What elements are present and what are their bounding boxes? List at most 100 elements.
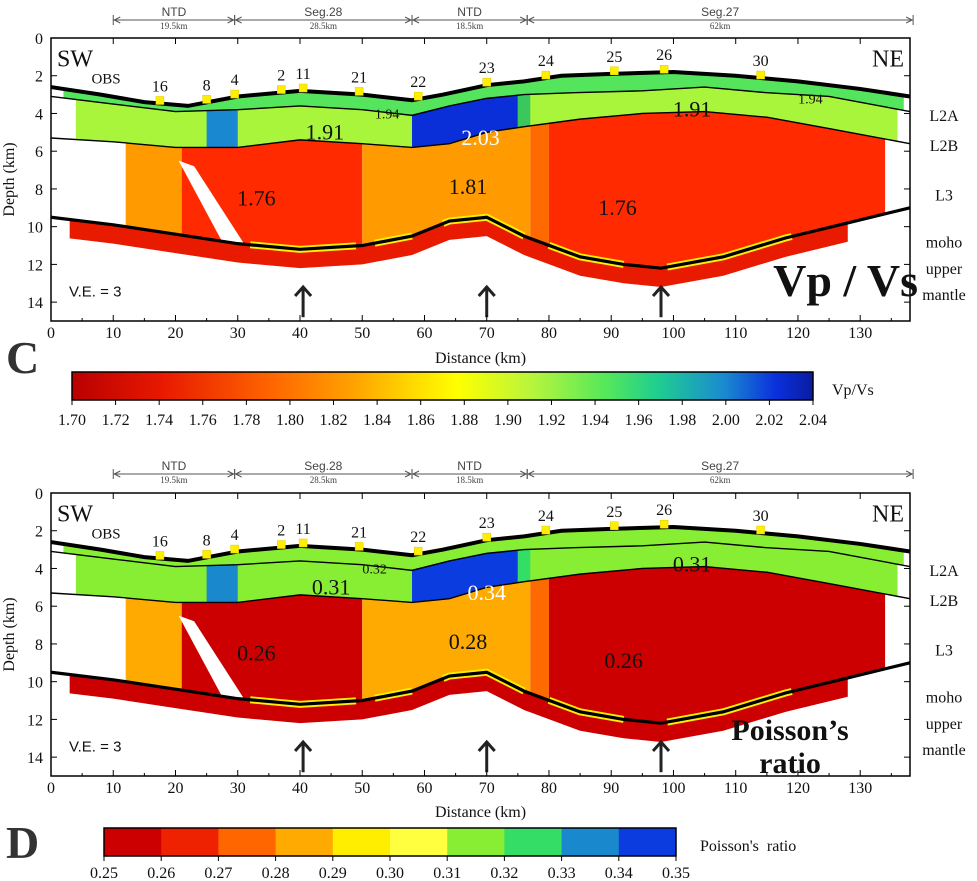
- value-label: 0.26: [237, 640, 276, 665]
- segment-arrow: [411, 470, 420, 478]
- y-tick-label: 10: [27, 675, 43, 692]
- colorbar-tick-label: 0.31: [433, 865, 461, 881]
- obs-marker: [277, 85, 286, 94]
- obs-marker: [482, 532, 491, 542]
- colorbar-tick-label: 1.94: [581, 412, 609, 429]
- segment-arrow: [905, 470, 914, 478]
- seafloor-line: [50, 69, 911, 108]
- x-tick-label: 120: [786, 325, 810, 342]
- y-tick-label: 6: [35, 599, 43, 616]
- layer-label-l3: L3: [935, 187, 953, 204]
- obs-label: 2: [277, 68, 285, 85]
- l2-blue-sw: [206, 109, 238, 148]
- segment-arrow: [411, 16, 420, 24]
- x-tick-label: 110: [724, 325, 747, 342]
- obs-marker: [155, 96, 165, 105]
- obs-marker: [202, 95, 211, 104]
- up-arrow: [477, 284, 496, 318]
- colorbar: 1.70 1.72 1.74 1.76 1.78 1.80 1.82 1.84 1.86 1.88…: [58, 371, 874, 429]
- layer2a-line: [50, 86, 911, 117]
- colorbar-tick-label: 0.28: [262, 865, 290, 881]
- value-label: 1.81: [449, 174, 488, 199]
- colorbar-tick-label: 1.74: [145, 412, 173, 429]
- x-tick-label: 60: [416, 780, 432, 797]
- ne-label: NE: [872, 501, 904, 527]
- colorbar-label: Poisson's ratio: [700, 838, 796, 855]
- obs-label: 24: [538, 508, 554, 525]
- colorbar-tick-label: 1.82: [320, 412, 348, 429]
- obs-marker: [202, 550, 211, 559]
- colorbar-tick-label: 1.80: [276, 412, 304, 429]
- plot-frame: [50, 37, 911, 322]
- moho-line: [50, 206, 911, 270]
- up-arrow: [477, 739, 496, 773]
- colorbar-swatch: [332, 828, 391, 856]
- segment-length: 18.5km: [456, 21, 483, 31]
- obs-marker: [610, 521, 619, 531]
- l2-teal: [517, 94, 531, 128]
- arrow-head: [477, 284, 496, 298]
- panel-title-line2: ratio: [759, 747, 821, 780]
- obs-marker: [610, 66, 619, 76]
- segment-name: Seg.27: [701, 5, 739, 19]
- segment-annotation: NTD 18.5km: [411, 5, 528, 31]
- panel-letter: C: [6, 332, 39, 383]
- segment-length: 62km: [710, 475, 731, 485]
- x-tick-label: 130: [848, 780, 872, 797]
- segment-length: 62km: [710, 21, 731, 31]
- value-label: 1.76: [598, 195, 637, 220]
- layer2a-line: [50, 541, 911, 572]
- obs-marker: [414, 546, 423, 556]
- obs-label: 22: [410, 74, 426, 91]
- x-tick-label: 50: [354, 780, 370, 797]
- obs-marker: [541, 525, 551, 535]
- obs-label: 8: [203, 532, 211, 549]
- value-label: 0.26: [604, 648, 643, 673]
- x-tick-label: 0: [47, 780, 55, 797]
- obs-marker: [298, 538, 308, 548]
- x-tick-label: 70: [479, 780, 495, 797]
- x-tick-label: 90: [603, 780, 619, 797]
- up-arrow: [293, 739, 313, 773]
- colorbar-tick-label: 1.92: [537, 412, 565, 429]
- y-axis-label: Depth (km): [1, 597, 18, 671]
- y-tick-label: 6: [35, 144, 43, 161]
- obs-label: 2: [277, 523, 285, 540]
- layer2b-line: [50, 565, 911, 604]
- colorbar-tick-label: 0.34: [605, 865, 633, 881]
- obs-label: 11: [295, 521, 310, 538]
- obs-marker: [230, 89, 239, 99]
- up-arrow: [293, 284, 313, 318]
- segment-arrow: [404, 470, 413, 478]
- colorbar-swatch: [390, 828, 448, 856]
- y-tick-label: 10: [27, 220, 43, 237]
- colorbar-tick-label: 0.25: [90, 865, 118, 881]
- colorbar-tick-label: 0.32: [490, 865, 518, 881]
- segment-annotation: NTD 19.5km: [112, 5, 236, 31]
- obs-label: 8: [203, 77, 211, 94]
- colorbar-tick-label: 0.26: [147, 865, 175, 881]
- ve-label: V.E. = 3: [69, 738, 121, 755]
- panel-letter: D: [6, 817, 39, 868]
- obs-label: 24: [538, 53, 554, 70]
- sw-label: SW: [57, 46, 93, 72]
- obs-marker: [541, 70, 551, 80]
- segment-annotation: NTD 18.5km: [411, 459, 528, 485]
- colorbar-swatch: [618, 828, 677, 856]
- obs-marker: [756, 525, 765, 535]
- layer-label-mantle: mantle: [922, 742, 966, 759]
- segment-arrow: [527, 16, 535, 24]
- segment-annotation: Seg.28 28.5km: [234, 459, 413, 485]
- l3-seg27: [548, 566, 886, 724]
- obs-title: OBS: [91, 71, 120, 87]
- y-tick-label: 4: [35, 561, 43, 578]
- y-tick-label: 0: [35, 31, 43, 48]
- segment-name: Seg.28: [304, 459, 342, 473]
- segment-length: 28.5km: [310, 21, 337, 31]
- upper-mantle-band: [69, 672, 848, 743]
- segment-name: NTD: [162, 459, 187, 473]
- layer-label-upper: upper: [926, 261, 963, 278]
- obs-marker: [354, 542, 364, 551]
- obs-label: 16: [152, 78, 168, 95]
